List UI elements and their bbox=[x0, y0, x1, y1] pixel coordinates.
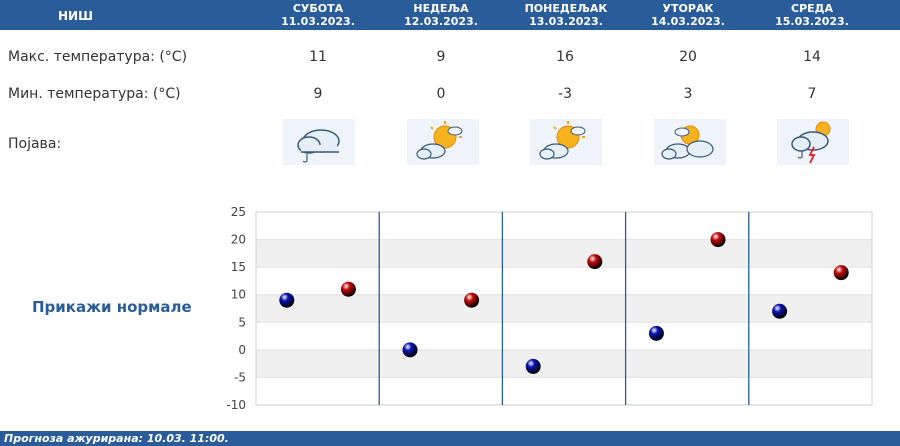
day-header-3: ПОНЕДЕЉАК 13.03.2023. bbox=[516, 2, 616, 28]
day-date: 14.03.2023. bbox=[651, 15, 725, 28]
min-temp-value: 3 bbox=[683, 86, 693, 102]
y-tick-label: -10 bbox=[226, 398, 246, 412]
day-date: 12.03.2023. bbox=[404, 15, 478, 28]
y-tick-label: 5 bbox=[238, 315, 246, 329]
city-name: НИШ bbox=[58, 9, 93, 23]
forecast-updated-text: Прогноза ажурирана: 10.03. 11:00. bbox=[4, 432, 229, 445]
footer-bar: Прогноза ажурирана: 10.03. 11:00. bbox=[0, 431, 900, 446]
temperature-chart: 25 20 15 10 5 0 -5 -10 bbox=[226, 205, 873, 412]
day-name: УТОРАК bbox=[662, 2, 714, 15]
grid-band bbox=[256, 267, 872, 295]
y-tick-label: 15 bbox=[231, 260, 246, 274]
day-date: 15.03.2023. bbox=[775, 15, 849, 28]
day-name: ПОНЕДЕЉАК bbox=[524, 2, 608, 15]
max-temp-point bbox=[340, 281, 356, 297]
forecast-header: НИШ СУБОТА 11.03.2023. НЕДЕЉА 12.03.2023… bbox=[0, 0, 900, 30]
plot-border bbox=[255, 211, 873, 406]
sun-clouds-icon bbox=[654, 119, 726, 165]
show-normals-link[interactable]: Прикажи нормале bbox=[32, 298, 192, 316]
min-temp-value: -3 bbox=[558, 86, 572, 102]
grid-band bbox=[256, 349, 872, 378]
max-temp-point bbox=[464, 292, 480, 308]
cloud-rain-icon bbox=[283, 119, 355, 165]
day-name: НЕДЕЉА bbox=[413, 2, 469, 15]
grid-band bbox=[256, 239, 872, 268]
min-temp-label: Мин. температура: (°C) bbox=[8, 86, 181, 102]
y-tick-label: -5 bbox=[234, 370, 246, 384]
max-temp-point bbox=[587, 254, 603, 270]
max-temp-value: 11 bbox=[309, 49, 327, 65]
day-date: 13.03.2023. bbox=[529, 15, 603, 28]
max-temp-value: 9 bbox=[436, 49, 446, 65]
day-header-1: СУБОТА 11.03.2023. bbox=[278, 2, 358, 28]
min-temp-point bbox=[279, 292, 295, 308]
grid-band bbox=[256, 322, 872, 350]
max-temp-value: 16 bbox=[556, 49, 574, 65]
min-temp-value: 0 bbox=[436, 86, 446, 102]
grid-band bbox=[256, 377, 872, 405]
day-header-5: СРЕДА 15.03.2023. bbox=[772, 2, 852, 28]
grid-band bbox=[256, 212, 872, 240]
min-temp-point bbox=[402, 342, 418, 358]
min-temp-value: 7 bbox=[807, 86, 817, 102]
max-temp-point bbox=[833, 265, 849, 281]
min-temp-point bbox=[525, 358, 541, 374]
y-tick-label: 0 bbox=[238, 343, 246, 357]
min-temp-point bbox=[772, 303, 788, 319]
phenomenon-label: Појава: bbox=[8, 136, 62, 152]
min-temp-point bbox=[648, 325, 664, 341]
cloud-thunder-icon bbox=[777, 119, 849, 165]
sun-cloud-icon bbox=[530, 119, 602, 165]
day-header-2: НЕДЕЉА 12.03.2023. bbox=[401, 2, 481, 28]
max-temp-value: 20 bbox=[679, 49, 697, 65]
day-name: СРЕДА bbox=[791, 2, 833, 15]
y-tick-label: 20 bbox=[231, 233, 246, 247]
max-temp-point bbox=[710, 232, 726, 248]
y-tick-label: 25 bbox=[231, 205, 246, 219]
sun-cloud-icon bbox=[407, 119, 479, 165]
min-temp-value: 9 bbox=[313, 86, 323, 102]
y-tick-label: 10 bbox=[231, 288, 246, 302]
grid-band bbox=[256, 294, 872, 323]
day-header-4: УТОРАК 14.03.2023. bbox=[648, 2, 728, 28]
day-date: 11.03.2023. bbox=[281, 15, 355, 28]
max-temp-label: Макс. температура: (°C) bbox=[8, 49, 188, 65]
day-name: СУБОТА bbox=[292, 2, 344, 15]
max-temp-value: 14 bbox=[803, 49, 821, 65]
